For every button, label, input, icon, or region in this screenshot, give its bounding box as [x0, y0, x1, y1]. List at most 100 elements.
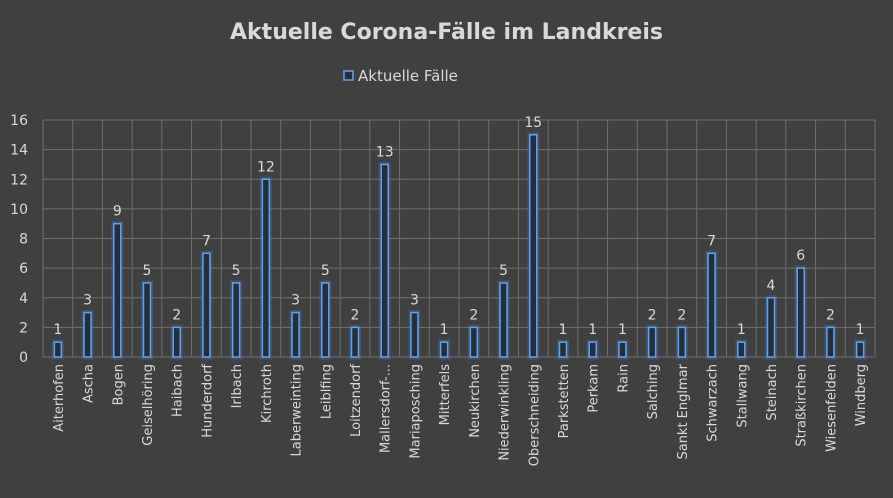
bar: [588, 341, 597, 358]
category-label: Mallersdorf-...: [379, 364, 394, 453]
category-label: Stallwang: [735, 364, 750, 428]
category-label: Niederwinkling: [498, 364, 513, 461]
data-label: 5: [232, 263, 241, 279]
bar: [647, 326, 657, 358]
y-tick-label: 14: [10, 143, 28, 159]
data-label: 5: [321, 263, 330, 279]
data-label: 7: [202, 233, 211, 249]
category-label: Kirchroth: [260, 364, 275, 423]
bar: [172, 326, 181, 358]
data-label: 1: [588, 322, 597, 338]
data-label: 2: [172, 307, 181, 323]
category-label: Steinach: [765, 364, 780, 421]
category-label: Mariaposching: [408, 364, 423, 459]
bar: [321, 282, 330, 358]
data-label: 1: [559, 322, 568, 338]
data-label: 1: [856, 322, 865, 338]
data-label: 13: [376, 144, 394, 160]
bar: [469, 326, 479, 358]
category-label: Oberschneiding: [527, 364, 542, 466]
data-label: 3: [291, 293, 300, 309]
bar: [53, 341, 63, 358]
category-label: Aiterhofen: [52, 364, 67, 432]
y-tick-label: 4: [19, 291, 28, 307]
legend: Aktuelle Fälle: [343, 67, 458, 85]
data-label: 3: [83, 293, 92, 309]
bars: [51, 132, 867, 360]
category-label: Geiselhöring: [141, 364, 156, 446]
y-tick-label: 12: [10, 172, 28, 188]
gridlines: [42, 119, 876, 358]
bar: [558, 341, 568, 358]
bar: [737, 341, 746, 358]
category-label: Sankt Englmar: [676, 363, 691, 459]
category-label: Loitzendorf: [349, 364, 364, 437]
chart-title: Aktuelle Corona-Fälle im Landkreis: [230, 20, 663, 45]
bar: [499, 282, 508, 358]
data-label: 6: [796, 248, 805, 264]
bar: [677, 326, 687, 358]
category-label: Wiesenfelden: [824, 364, 839, 452]
data-label: 1: [618, 322, 627, 338]
bar: [350, 326, 360, 358]
bar: [826, 326, 835, 358]
bar: [202, 252, 211, 358]
x-axis-labels: Aiterhofen Ascha Bogen Geiselhöring Haibach H…: [52, 363, 869, 466]
category-label: Mitterfels: [438, 364, 453, 426]
data-label: 12: [257, 159, 275, 175]
legend-label: Aktuelle Fälle: [358, 67, 458, 85]
bar: [618, 341, 627, 358]
category-label: Leiblfing: [319, 364, 334, 419]
bar: [142, 282, 152, 358]
bar: [855, 341, 865, 358]
bar: [231, 282, 241, 358]
y-tick-label: 10: [10, 202, 28, 218]
category-label: Neukirchen: [468, 364, 483, 438]
y-tick-label: 8: [19, 232, 28, 248]
category-label: Salching: [646, 364, 661, 419]
bar: [291, 311, 300, 358]
category-label: Hunderdorf: [200, 364, 215, 438]
y-tick-label: 0: [19, 350, 28, 366]
y-tick-label: 2: [19, 320, 28, 336]
data-label: 2: [677, 307, 686, 323]
data-label: 5: [499, 263, 508, 279]
category-label: Schwarzach: [706, 364, 721, 442]
data-label: 2: [648, 307, 657, 323]
data-label: 2: [351, 307, 360, 323]
bar: [766, 297, 776, 358]
bar: [410, 311, 419, 358]
bar: [83, 311, 92, 358]
data-label: 1: [440, 322, 449, 338]
data-label: 15: [524, 115, 542, 131]
bar: [380, 163, 389, 358]
bar: [113, 222, 122, 358]
bar: [796, 267, 805, 358]
y-axis-ticks: 0 2 4 6 8 10 12 14 16: [10, 113, 28, 366]
category-label: Windberg: [854, 364, 869, 426]
data-label: 2: [469, 307, 478, 323]
category-label: Rain: [616, 364, 631, 393]
category-label: Bogen: [111, 364, 126, 405]
data-label: 1: [737, 322, 746, 338]
category-label: Ascha: [82, 364, 97, 403]
category-label: Straßkirchen: [795, 364, 810, 447]
data-label: 4: [767, 278, 776, 294]
bar: [261, 178, 271, 358]
bar: [529, 134, 538, 358]
bar: [707, 252, 716, 358]
bar: [439, 341, 449, 358]
category-label: Laberweinting: [290, 364, 305, 457]
data-label: 2: [826, 307, 835, 323]
data-label: 9: [113, 204, 122, 220]
category-label: Parkstetten: [557, 364, 572, 438]
y-tick-label: 6: [19, 261, 28, 277]
data-label: 5: [143, 263, 152, 279]
category-label: Haibach: [171, 364, 186, 417]
data-label: 1: [53, 322, 62, 338]
y-tick-label: 16: [10, 113, 28, 129]
data-label: 3: [410, 293, 419, 309]
category-label: Perkam: [587, 364, 602, 413]
